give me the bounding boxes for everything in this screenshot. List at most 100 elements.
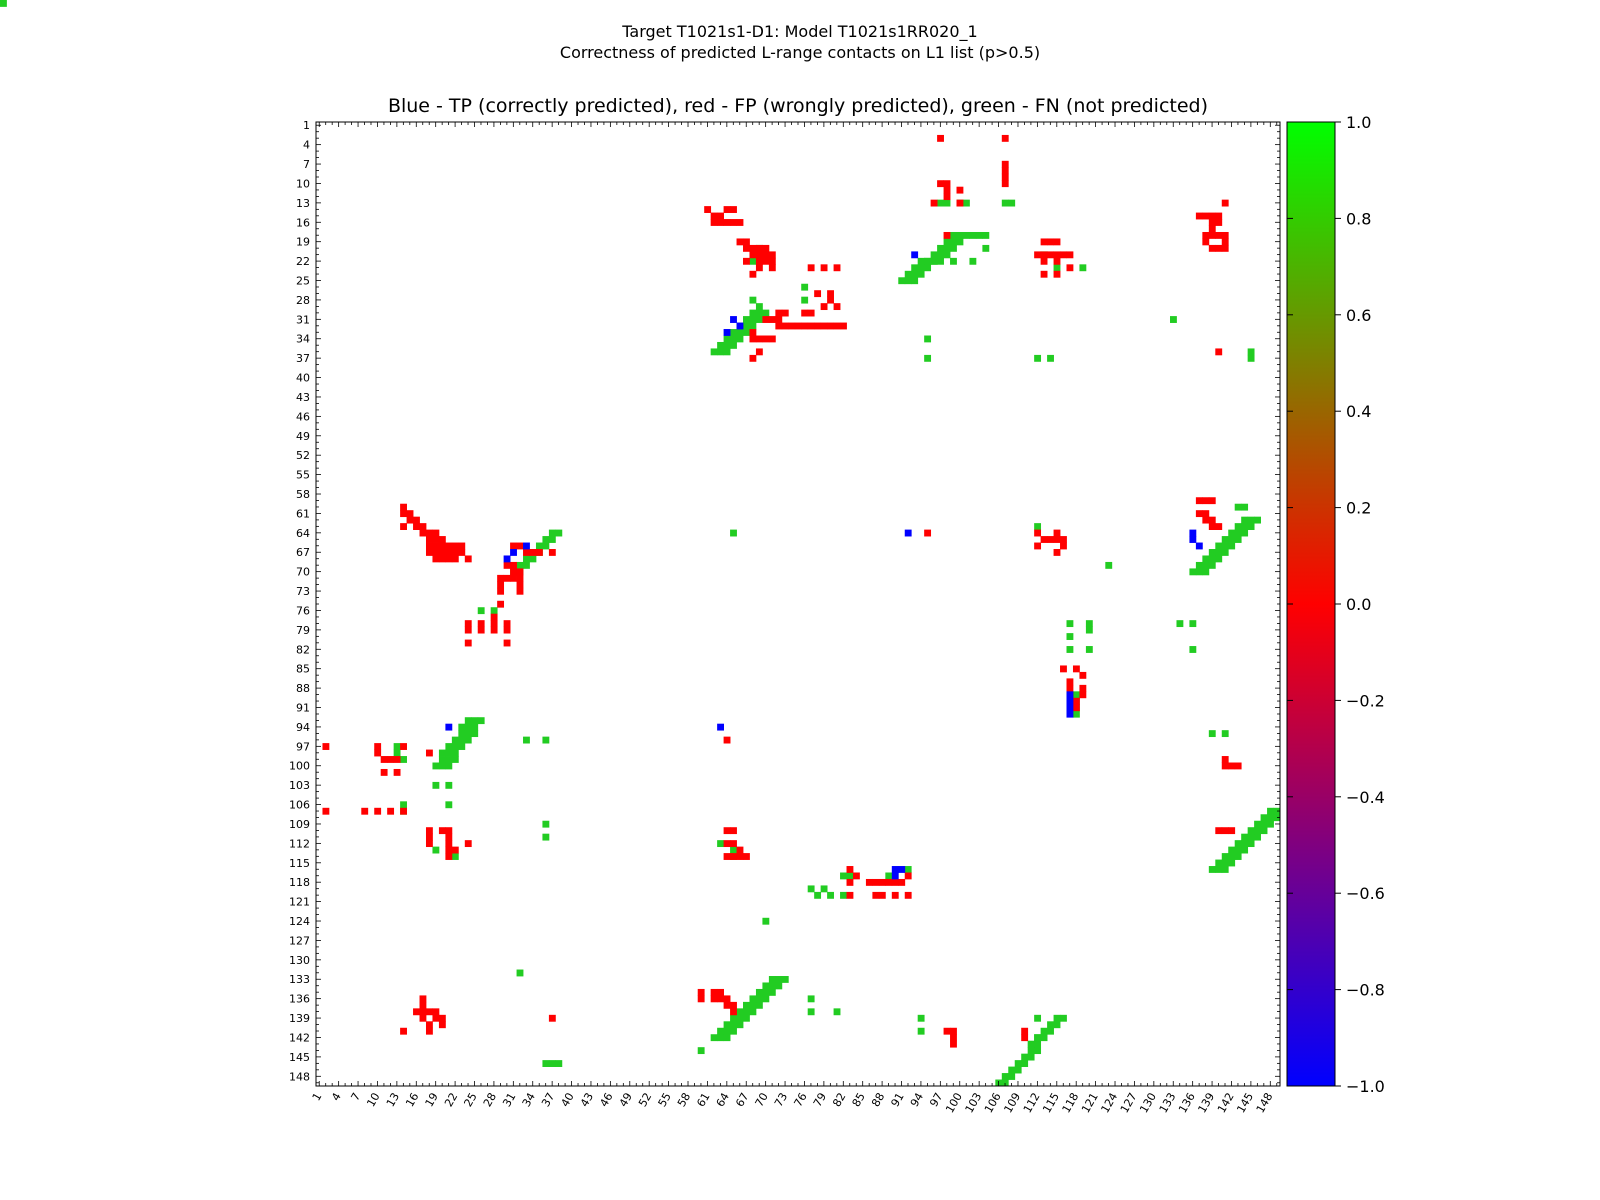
fn-cell [736, 329, 744, 336]
fn-cell [1273, 807, 1281, 815]
fp-cell [697, 988, 705, 996]
fp-cell [516, 542, 524, 550]
fp-cell [878, 878, 886, 886]
fn-cell [1105, 561, 1113, 569]
y-tick-label: 118 [289, 876, 310, 889]
fp-cell [956, 199, 964, 207]
fn-cell [1085, 646, 1093, 653]
fp-cell [781, 309, 789, 317]
y-tick-label: 43 [296, 391, 310, 404]
fp-cell [1079, 691, 1087, 699]
fn-cell [762, 309, 770, 317]
fn-cell [736, 1021, 744, 1029]
fn-cell [464, 717, 472, 725]
colorbar-tick-label: −0.2 [1346, 691, 1385, 710]
fp-cell [490, 613, 498, 621]
fp-cell [768, 251, 776, 259]
fp-cell [852, 872, 860, 880]
fn-cell [1027, 1040, 1035, 1048]
fn-cell [917, 257, 925, 265]
fn-cell [1066, 633, 1074, 640]
x-tick-label: 88 [869, 1091, 887, 1110]
fp-cell [393, 768, 401, 776]
fp-cell [413, 1008, 420, 1016]
x-tick-label: 94 [908, 1091, 926, 1110]
fp-cell [904, 891, 912, 899]
fp-cell [846, 878, 854, 886]
fp-cell [445, 833, 453, 841]
fn-cell [1215, 866, 1223, 873]
colorbar-tick-label: 0.8 [1346, 209, 1371, 228]
fn-cell [840, 891, 847, 899]
fp-cell [865, 878, 873, 886]
fn-cell [1247, 354, 1255, 362]
fn-cell [755, 316, 763, 323]
fp-cell [1234, 762, 1242, 770]
fp-cell [1066, 678, 1074, 686]
fp-cell [497, 600, 505, 608]
fp-cell [400, 807, 407, 815]
fp-cell [749, 251, 757, 259]
x-tick-label: 52 [636, 1091, 654, 1110]
fn-cell [749, 322, 757, 330]
colorbar-tick-label: 1.0 [1346, 113, 1371, 132]
fp-cell [704, 206, 712, 213]
fp-cell [749, 329, 757, 336]
x-tick-label: 28 [481, 1091, 499, 1110]
fn-cell [1008, 1073, 1016, 1080]
fp-cell [458, 549, 466, 556]
fp-cell [924, 529, 932, 537]
fn-cell [471, 723, 479, 731]
fp-cell [490, 620, 498, 628]
fn-cell [801, 296, 809, 304]
fp-cell [723, 840, 731, 848]
fp-cell [807, 264, 815, 272]
fp-cell [1195, 510, 1203, 518]
fn-cell [1241, 840, 1249, 848]
fp-cell [768, 316, 776, 323]
x-tick-label: 46 [597, 1091, 615, 1110]
fp-cell [1053, 549, 1061, 556]
fn-cell [1085, 620, 1093, 628]
fn-cell [1228, 542, 1236, 550]
fp-cell [1221, 238, 1229, 246]
tp-cell [1066, 710, 1074, 718]
x-tick-label: 103 [963, 1091, 985, 1116]
colorbar-tick-label: −0.8 [1346, 981, 1385, 1000]
fp-cell [374, 743, 382, 750]
fp-cell [1208, 244, 1216, 252]
fp-cell [943, 1027, 951, 1035]
fp-cell [749, 335, 757, 343]
x-tick-label: 148 [1254, 1091, 1276, 1116]
fn-cell [1221, 542, 1229, 550]
fn-cell [904, 866, 912, 873]
fp-cell [950, 1040, 957, 1048]
fp-cell [1066, 684, 1074, 692]
fn-cell [723, 335, 731, 343]
fn-cell [1072, 691, 1080, 699]
fp-cell [510, 574, 517, 582]
fn-cell [490, 607, 498, 615]
fp-cell [1034, 542, 1042, 550]
y-tick-label: 91 [296, 702, 310, 715]
fp-cell [1053, 257, 1061, 265]
fp-cell [943, 193, 951, 201]
fp-cell [1001, 160, 1009, 168]
fn-cell [749, 309, 757, 317]
tp-cell [723, 329, 731, 336]
fn-cell [1072, 710, 1080, 718]
fp-cell [768, 335, 776, 343]
fp-cell [1034, 529, 1042, 537]
fn-cell [1001, 1079, 1009, 1087]
x-tick-label: 49 [617, 1091, 635, 1110]
fn-cell [1170, 316, 1177, 323]
fn-cell [542, 820, 550, 828]
y-tick-label: 49 [296, 430, 310, 443]
x-tick-label: 58 [675, 1091, 693, 1110]
fn-cell [1254, 516, 1261, 524]
tp-cell [911, 251, 919, 259]
fn-cell [807, 1008, 815, 1016]
fn-cell [1241, 846, 1249, 854]
fp-cell [1215, 827, 1223, 835]
fn-cell [982, 231, 990, 239]
